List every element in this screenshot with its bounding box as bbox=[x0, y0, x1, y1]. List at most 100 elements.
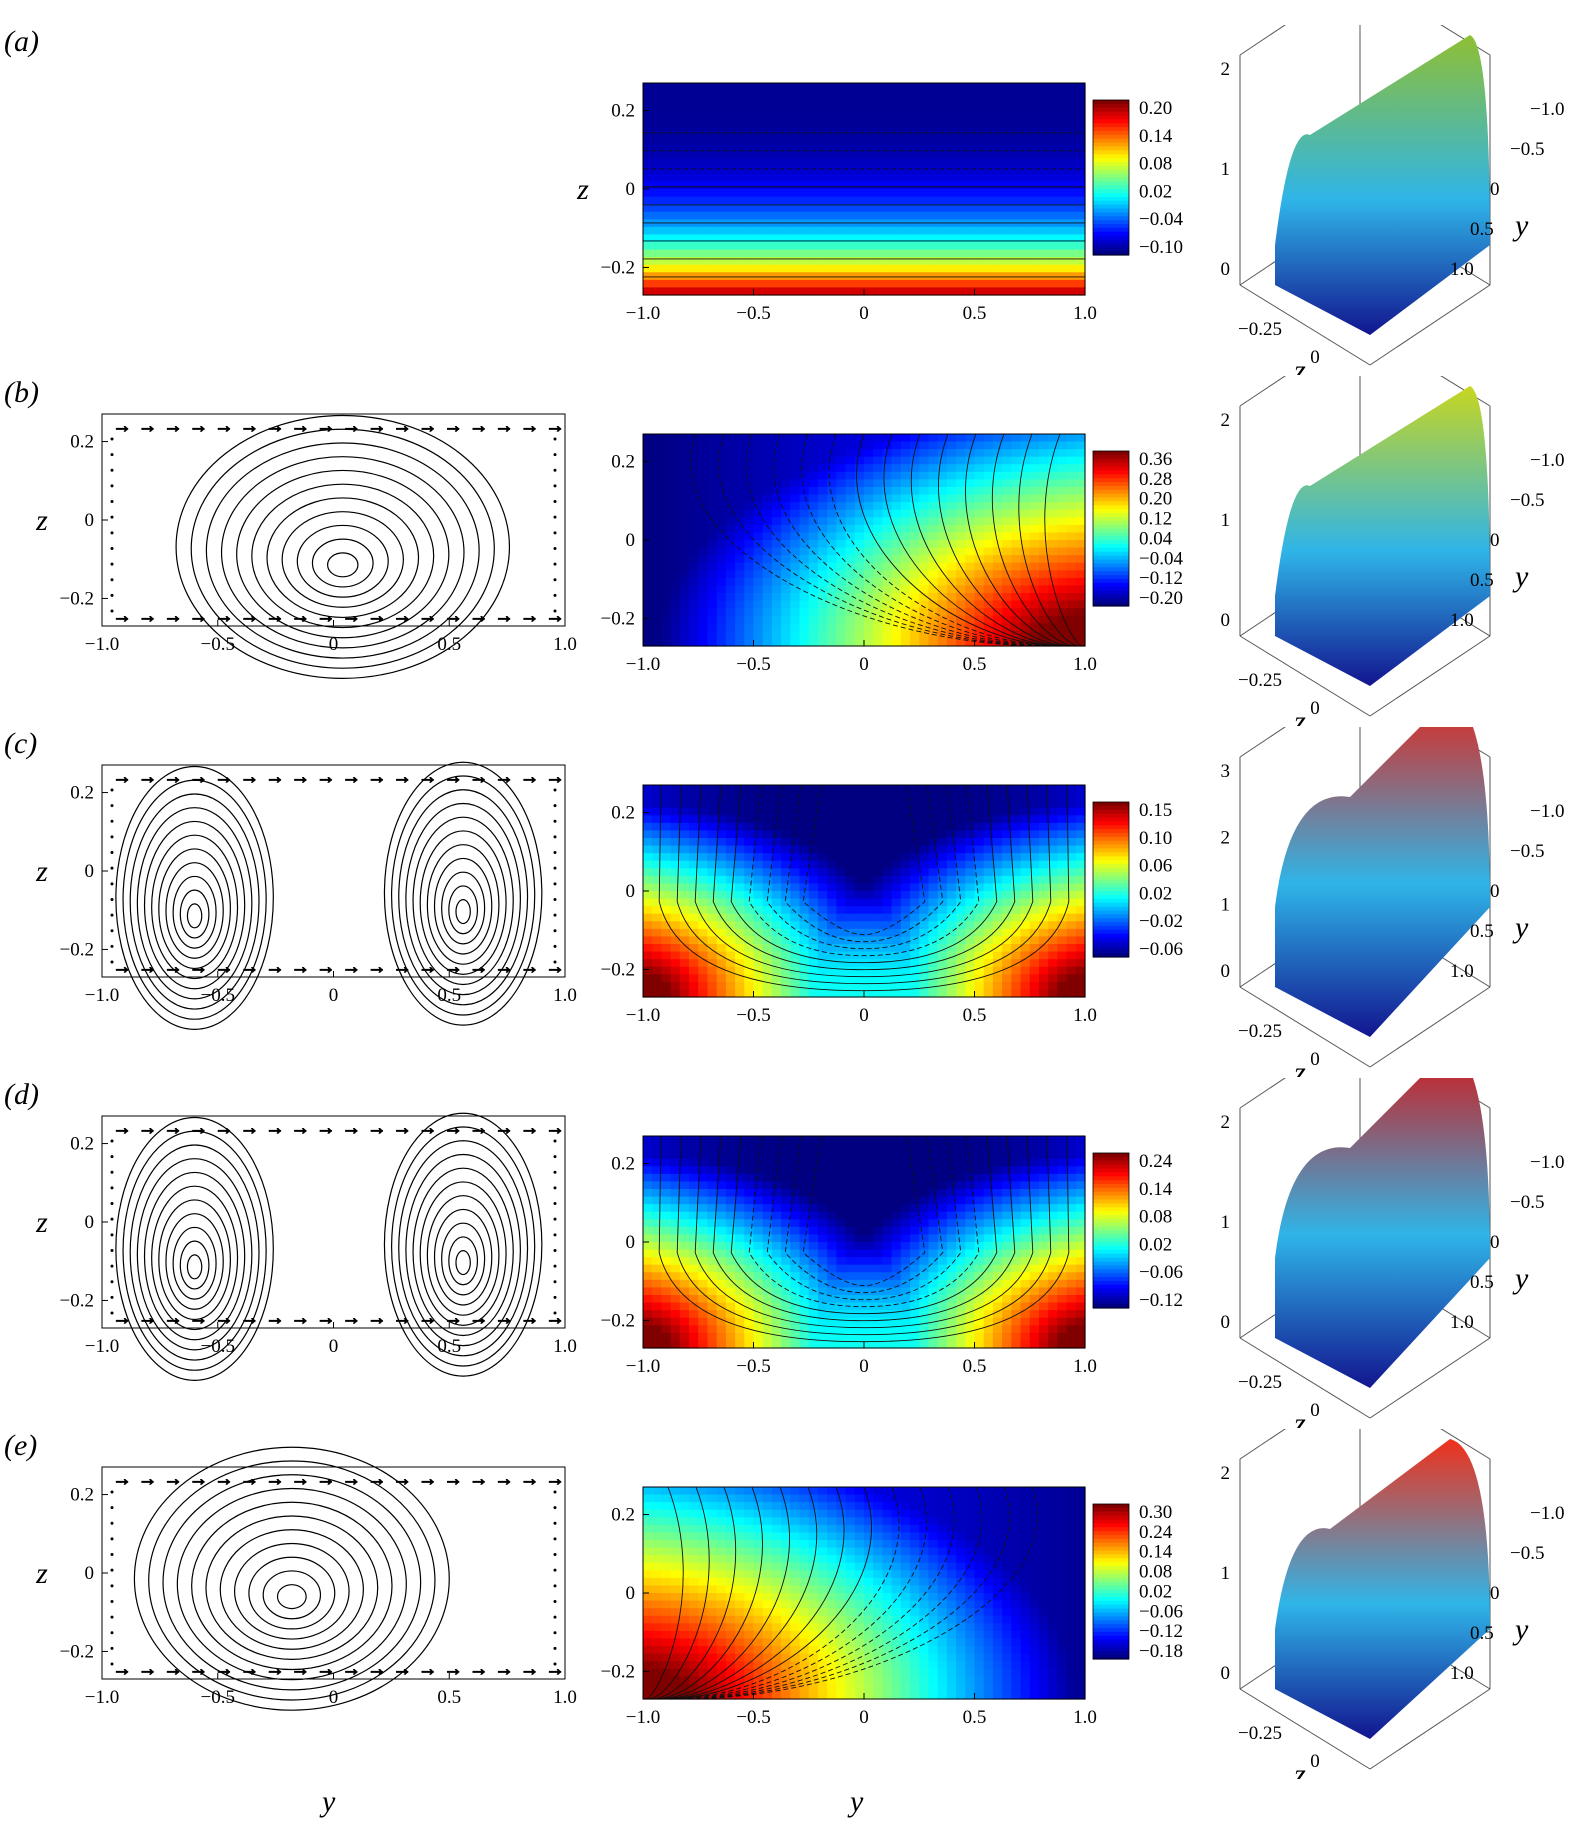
contour-cell bbox=[725, 540, 736, 549]
contour-cell bbox=[817, 822, 828, 832]
contour-cell bbox=[827, 158, 837, 167]
contour-cell bbox=[992, 143, 1003, 152]
contour-cell bbox=[689, 974, 699, 983]
contour-cell bbox=[1011, 944, 1022, 953]
contour-cell bbox=[910, 128, 920, 137]
contour-cell bbox=[1011, 570, 1022, 579]
contour-cell bbox=[1057, 494, 1068, 503]
contour-cell bbox=[670, 547, 681, 556]
contour-cell bbox=[836, 800, 847, 809]
contour-cell bbox=[910, 83, 920, 92]
contour-cell bbox=[707, 845, 718, 854]
contour-cell bbox=[873, 464, 884, 473]
contour-cell bbox=[652, 120, 663, 130]
contour-cell bbox=[974, 479, 985, 488]
contour-cell bbox=[643, 242, 653, 251]
contour-cell bbox=[1038, 517, 1049, 526]
surface-base-tick-label: 0 bbox=[1310, 347, 1320, 368]
contour-cell bbox=[689, 638, 699, 647]
contour-cell bbox=[965, 434, 976, 443]
contour-cell bbox=[891, 638, 902, 647]
contour-cell bbox=[983, 105, 994, 114]
colorbar-cell bbox=[1093, 478, 1129, 483]
flow-dot bbox=[553, 1139, 557, 1143]
streamline-frame bbox=[101, 413, 566, 627]
contour-cell bbox=[946, 90, 957, 99]
contour-cell bbox=[735, 1264, 745, 1273]
contour-cell bbox=[643, 211, 653, 220]
contour-cell bbox=[919, 928, 930, 938]
contour-cell bbox=[735, 1325, 745, 1334]
contour-cell bbox=[643, 1310, 653, 1319]
contour-cell bbox=[873, 562, 884, 571]
contour-cell bbox=[1048, 822, 1058, 832]
contour-cell bbox=[670, 921, 681, 930]
contour-cell bbox=[836, 249, 847, 258]
contour-cell bbox=[679, 936, 690, 945]
contour-cell bbox=[1002, 868, 1012, 877]
contour-cell bbox=[1020, 944, 1031, 953]
contour-cell bbox=[983, 83, 994, 92]
contour-cell bbox=[781, 234, 791, 243]
contour-cell bbox=[771, 974, 782, 983]
contour-cell bbox=[891, 989, 902, 998]
contour-cell bbox=[882, 883, 893, 892]
contour-cell bbox=[900, 264, 911, 273]
contour-cell bbox=[808, 540, 819, 549]
flow-arrow: → bbox=[189, 606, 208, 627]
contour-cell bbox=[753, 287, 764, 296]
contour-cell bbox=[827, 608, 837, 617]
contour-cell bbox=[771, 226, 782, 236]
contour-cell bbox=[707, 1302, 718, 1311]
contour-cell bbox=[910, 487, 920, 496]
contour-cell bbox=[744, 1279, 755, 1289]
contour-cell bbox=[1011, 785, 1022, 794]
contour-cell bbox=[946, 279, 957, 289]
contour-cell bbox=[974, 822, 985, 832]
contour-cell bbox=[1038, 600, 1049, 609]
contour-cell bbox=[698, 989, 709, 998]
contour-cell bbox=[983, 883, 994, 892]
contour-cell bbox=[1066, 853, 1077, 862]
contour-cell bbox=[716, 532, 727, 541]
contour-cell bbox=[762, 913, 773, 922]
contour-cell bbox=[956, 593, 966, 602]
contour-cell bbox=[882, 570, 893, 579]
colorbar-cell bbox=[1093, 458, 1129, 464]
contour-cell bbox=[1075, 807, 1086, 816]
contour-cell bbox=[689, 173, 699, 183]
contour-cell bbox=[817, 257, 828, 266]
contour-cell bbox=[707, 853, 718, 862]
contour-cell bbox=[1048, 875, 1058, 885]
contour-cell bbox=[679, 540, 690, 549]
contour-cell bbox=[707, 974, 718, 983]
contour-cell bbox=[900, 279, 911, 289]
contour-cell bbox=[781, 875, 791, 885]
contour-cell bbox=[845, 959, 856, 968]
flow-dot bbox=[553, 1295, 557, 1299]
contour-cell bbox=[1038, 90, 1049, 99]
contour-cell bbox=[1075, 936, 1086, 945]
contour-cell bbox=[799, 936, 810, 945]
contour-cell bbox=[919, 151, 930, 160]
contour-cell bbox=[910, 189, 920, 198]
contour-cell bbox=[725, 166, 736, 175]
flow-arrow: → bbox=[138, 957, 157, 978]
streamline-x-tick-label: 0.5 bbox=[437, 985, 461, 1006]
contour-cell bbox=[937, 951, 948, 960]
contour-cell bbox=[817, 891, 828, 900]
contour-cell bbox=[928, 502, 939, 511]
contour-cell bbox=[1075, 883, 1086, 892]
contour-cell bbox=[817, 600, 828, 609]
contour-cell bbox=[854, 249, 865, 258]
contour-cell bbox=[762, 83, 773, 92]
contour-cell bbox=[845, 83, 856, 92]
contour-cell bbox=[873, 883, 884, 892]
streamline-loop bbox=[165, 1213, 224, 1310]
contour-cell bbox=[670, 1226, 681, 1236]
contour-cell bbox=[1020, 524, 1031, 534]
contour-cell bbox=[983, 441, 994, 450]
contour-line bbox=[992, 433, 1077, 647]
contour-cell bbox=[1075, 494, 1086, 503]
panel-label: (d) bbox=[4, 1078, 39, 1111]
